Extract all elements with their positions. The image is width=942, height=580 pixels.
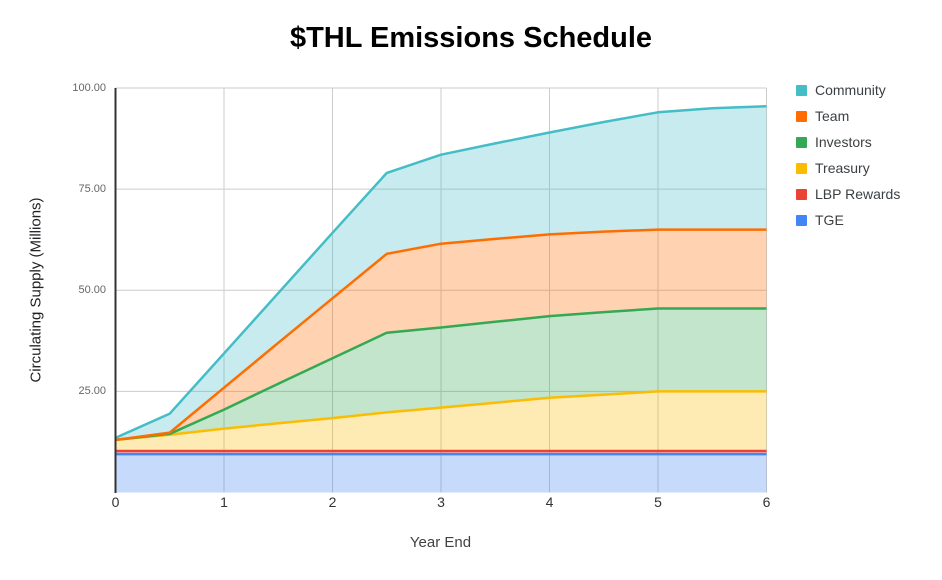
area-fill-investors bbox=[115, 308, 767, 440]
y-tick-label: 25.00 bbox=[78, 385, 106, 398]
x-tick-label: 0 bbox=[111, 494, 120, 510]
legend-item-treasury: Treasury bbox=[796, 155, 900, 181]
y-tick-label: 100.00 bbox=[72, 82, 106, 94]
x-tick-label: 5 bbox=[654, 494, 662, 510]
legend-swatch-icon bbox=[796, 110, 807, 122]
legend-swatch-icon bbox=[796, 84, 807, 96]
x-tick-label: 6 bbox=[762, 494, 771, 510]
area-line-investors bbox=[115, 307, 767, 442]
legend-item-team: Team bbox=[796, 103, 900, 129]
area-line-community bbox=[114, 104, 767, 440]
x-axis-title: Year End bbox=[409, 534, 472, 551]
legend-item-tge: TGE bbox=[796, 207, 900, 233]
y-tick-label: 75.00 bbox=[78, 183, 106, 196]
x-tick-label: 3 bbox=[437, 494, 445, 510]
area-line-team bbox=[115, 228, 767, 442]
y-tick-label: 50.00 bbox=[78, 284, 106, 297]
legend-item-investors: Investors bbox=[796, 129, 900, 155]
legend-swatch-icon bbox=[796, 162, 807, 174]
plot-area bbox=[114, 87, 767, 493]
area-line-treasury bbox=[115, 390, 767, 442]
x-tick-label: 1 bbox=[220, 494, 228, 510]
legend-label: LBP Rewards bbox=[815, 186, 901, 202]
legend-swatch-icon bbox=[796, 214, 807, 226]
legend-label: Community bbox=[815, 82, 886, 98]
legend-swatch-icon bbox=[796, 188, 807, 200]
area-fill-treasury bbox=[115, 391, 767, 451]
legend-label: TGE bbox=[815, 212, 844, 228]
area-fill-tge bbox=[115, 454, 767, 493]
area-fill-community bbox=[115, 106, 767, 440]
legend-item-community: Community bbox=[796, 77, 900, 103]
area-fill-team bbox=[115, 229, 767, 440]
x-tick-label: 4 bbox=[545, 494, 554, 510]
x-tick-label: 2 bbox=[328, 494, 337, 510]
legend-label: Treasury bbox=[815, 160, 870, 176]
legend-label: Team bbox=[815, 108, 850, 124]
chart-legend: Community Team Investors Treasury LBP Reward… bbox=[796, 77, 900, 233]
chart-title: $THL Emissions Schedule bbox=[289, 22, 653, 54]
legend-item-lbp-rewards: LBP Rewards bbox=[796, 181, 900, 207]
legend-label: Investors bbox=[815, 134, 872, 150]
legend-swatch-icon bbox=[796, 136, 807, 148]
